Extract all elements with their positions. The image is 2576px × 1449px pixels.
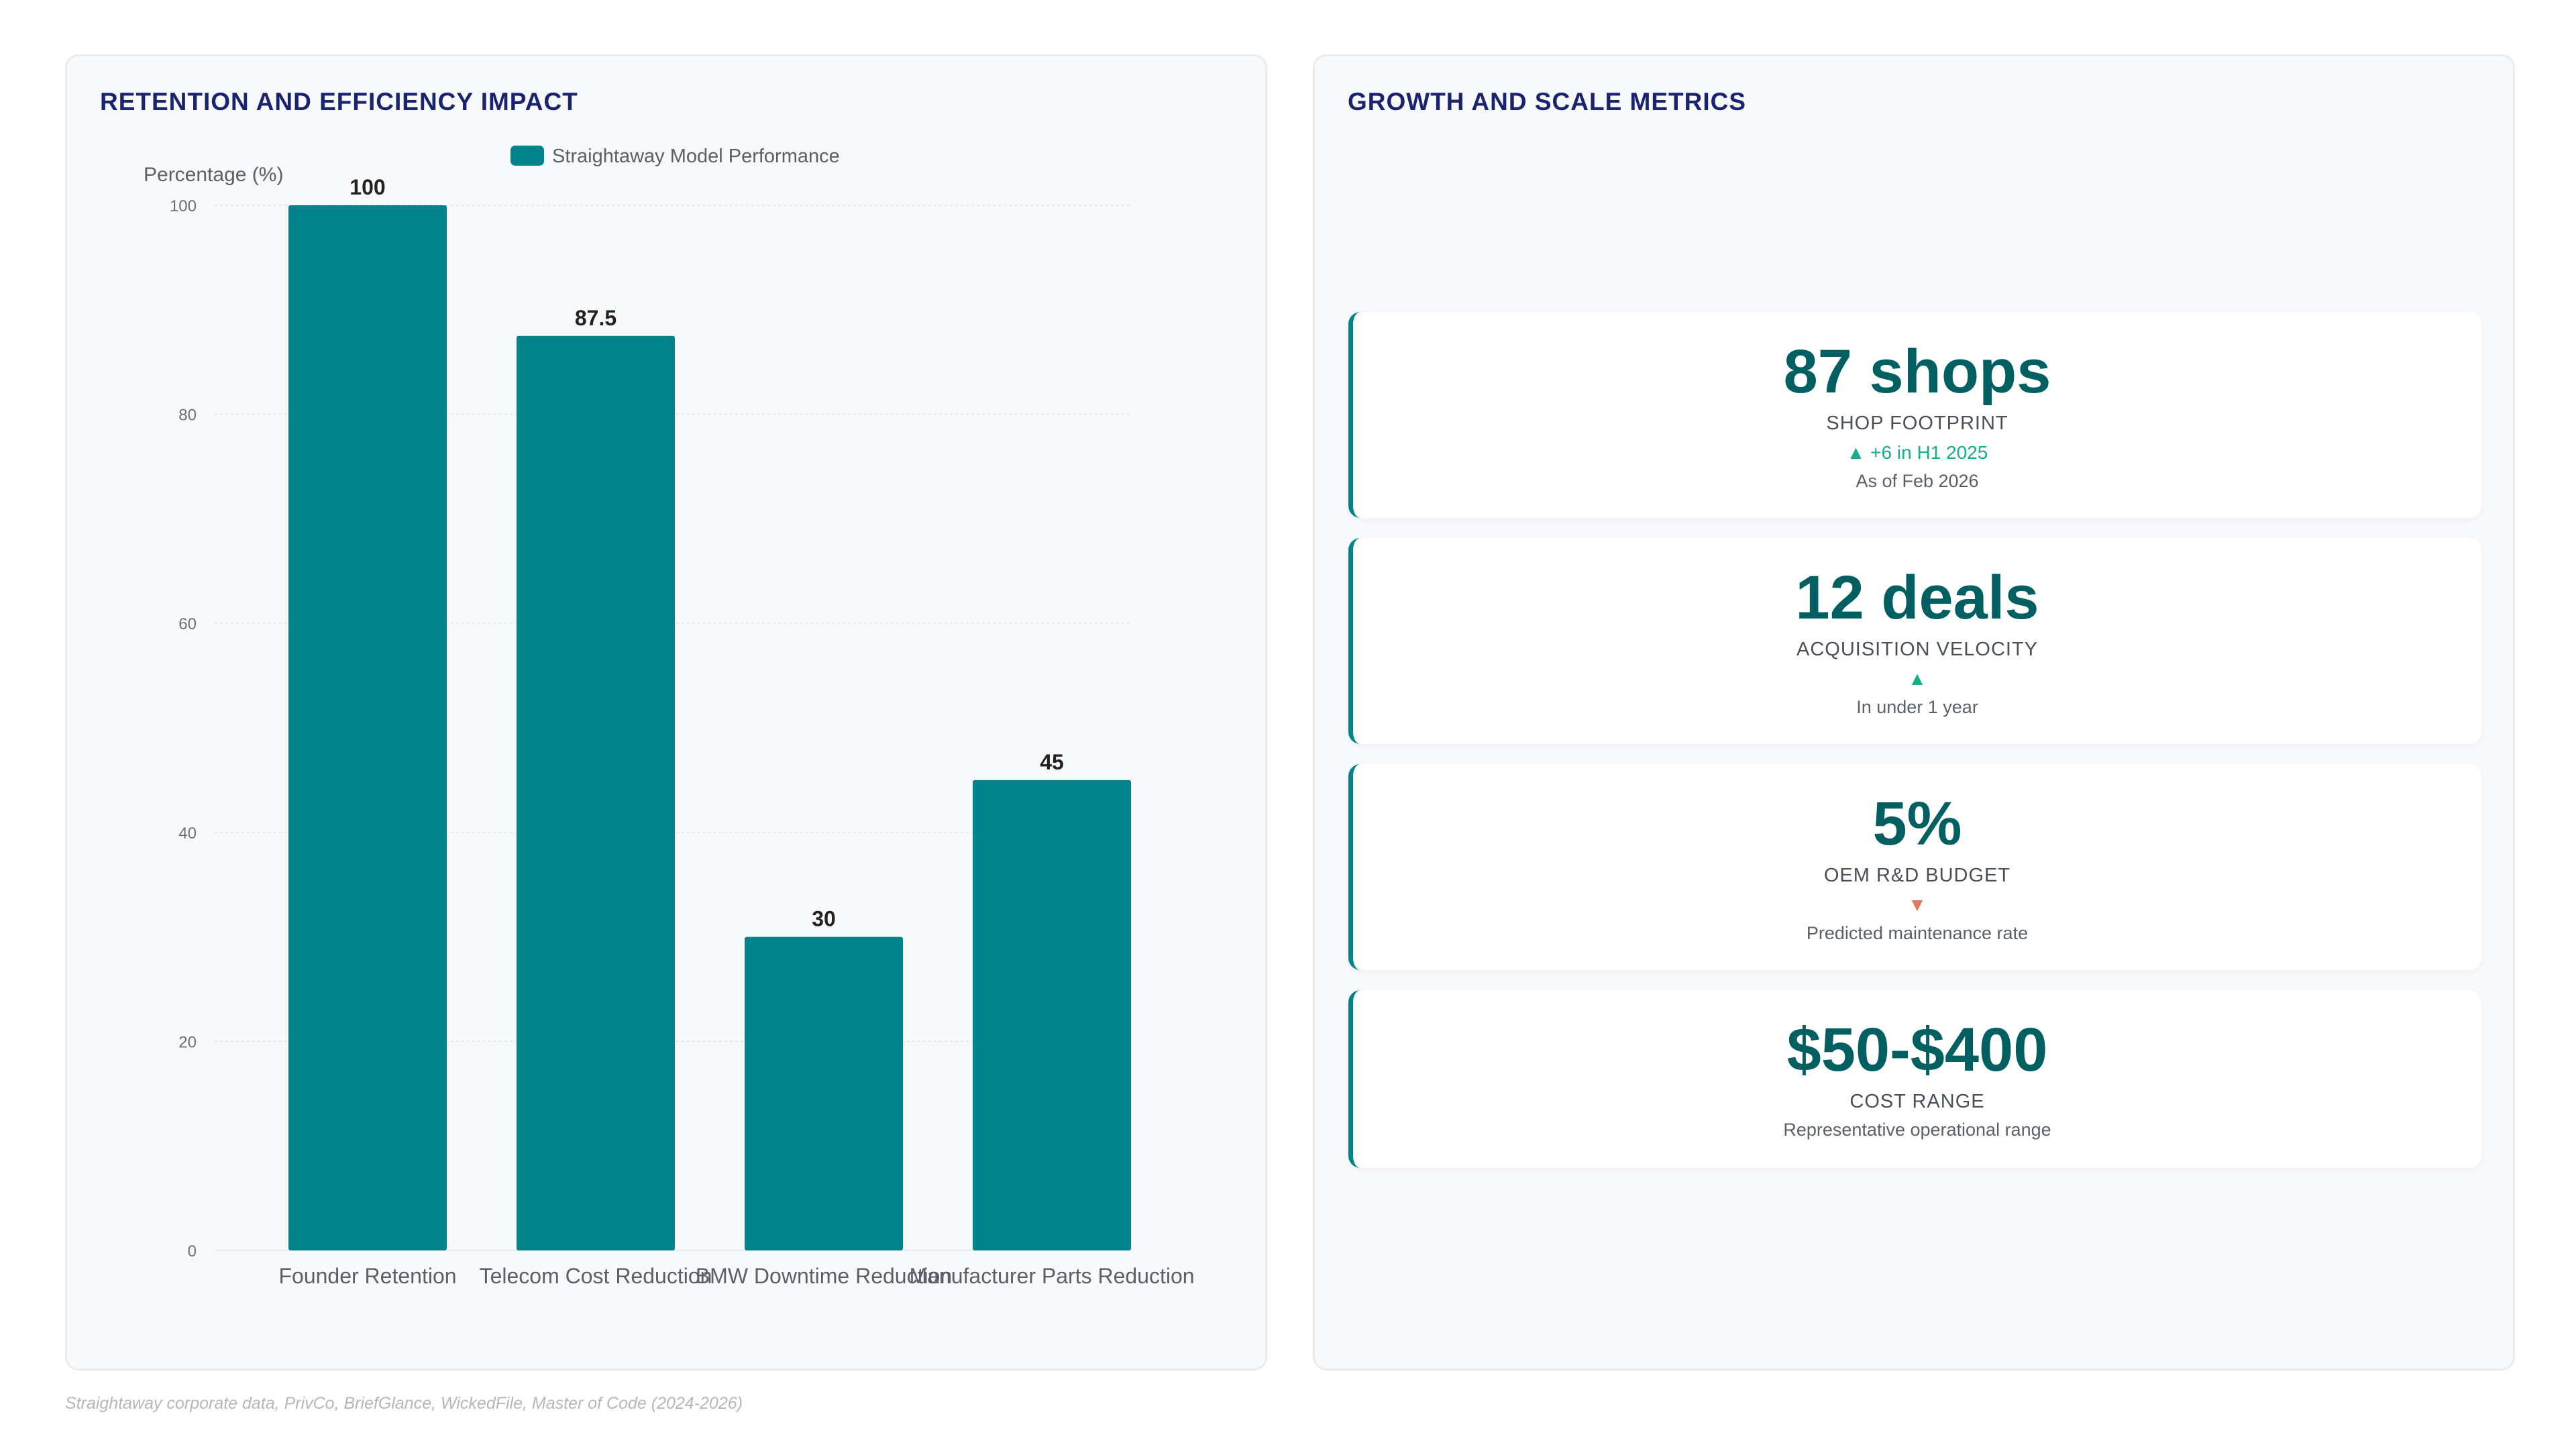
metric-card: 87 shops SHOP FOOTPRINT ▲ +6 in H1 2025 … [1348,312,2481,518]
metric-note: In under 1 year [1856,697,1978,717]
bar [288,205,447,1250]
growth-panel: GROWTH AND SCALE METRICS 87 shops SHOP F… [1313,54,2515,1371]
x-tick-label: BMW Downtime Reduction [696,1264,952,1288]
data-label: 87.5 [575,306,616,330]
metric-note: As of Feb 2026 [1856,471,1979,491]
metric-note: Predicted maintenance rate [1806,923,2029,943]
data-label: 45 [1040,750,1064,774]
legend-swatch [511,146,544,166]
retention-panel: RETENTION AND EFFICIENCY IMPACT 0 20 40 60 8… [65,54,1267,1371]
metric-value: $50-$400 [1786,1016,2048,1084]
metric-card: 5% OEM R&D BUDGET ▼ Predicted maintenanc… [1348,764,2481,970]
bar [517,335,675,1250]
y-tick-label: 0 [188,1242,197,1260]
source-note: Straightaway corporate data, PrivCo, Bri… [65,1394,743,1413]
metric-value: 5% [1872,790,1962,858]
data-label: 30 [812,907,836,931]
metric-value: 12 deals [1795,564,2039,632]
x-tick-label: Founder Retention [278,1264,456,1288]
y-tick-label: 20 [178,1033,197,1051]
legend-label: Straightaway Model Performance [552,146,840,167]
bar-chart: 0 20 40 60 80 100 Percentage (%) Straightaway M… [144,146,1195,1288]
data-label: 100 [350,175,385,199]
x-tick-label: Telecom Cost Reduction [480,1264,712,1288]
x-tick-label: Manufacturer Parts Reduction [909,1264,1194,1288]
metric-label: SHOP FOOTPRINT [1826,413,2008,434]
y-tick-label: 60 [178,615,197,633]
metric-delta: ▲ +6 in H1 2025 [1846,442,1988,463]
metric-label: OEM R&D BUDGET [1823,865,2011,886]
metric-delta: ▼ [1908,894,1927,915]
y-tick-label: 100 [170,197,197,215]
metric-label: COST RANGE [1849,1091,1985,1112]
metric-delta: ▲ [1908,668,1927,689]
y-tick-label: 80 [178,407,197,425]
metric-card: 12 deals ACQUISITION VELOCITY ▲ In under… [1348,538,2481,744]
panel-title: RETENTION AND EFFICIENCY IMPACT [100,88,578,115]
bar [973,780,1131,1250]
metric-note: Representative operational range [1783,1120,2051,1140]
bar [745,936,903,1250]
y-axis-label: Percentage (%) [144,164,283,186]
metric-label: ACQUISITION VELOCITY [1796,639,2038,660]
y-tick-label: 40 [178,824,197,843]
metric-value: 87 shops [1783,337,2051,406]
panel-title: GROWTH AND SCALE METRICS [1348,88,1747,115]
metric-card: $50-$400 COST RANGE Representative opera… [1348,990,2481,1168]
